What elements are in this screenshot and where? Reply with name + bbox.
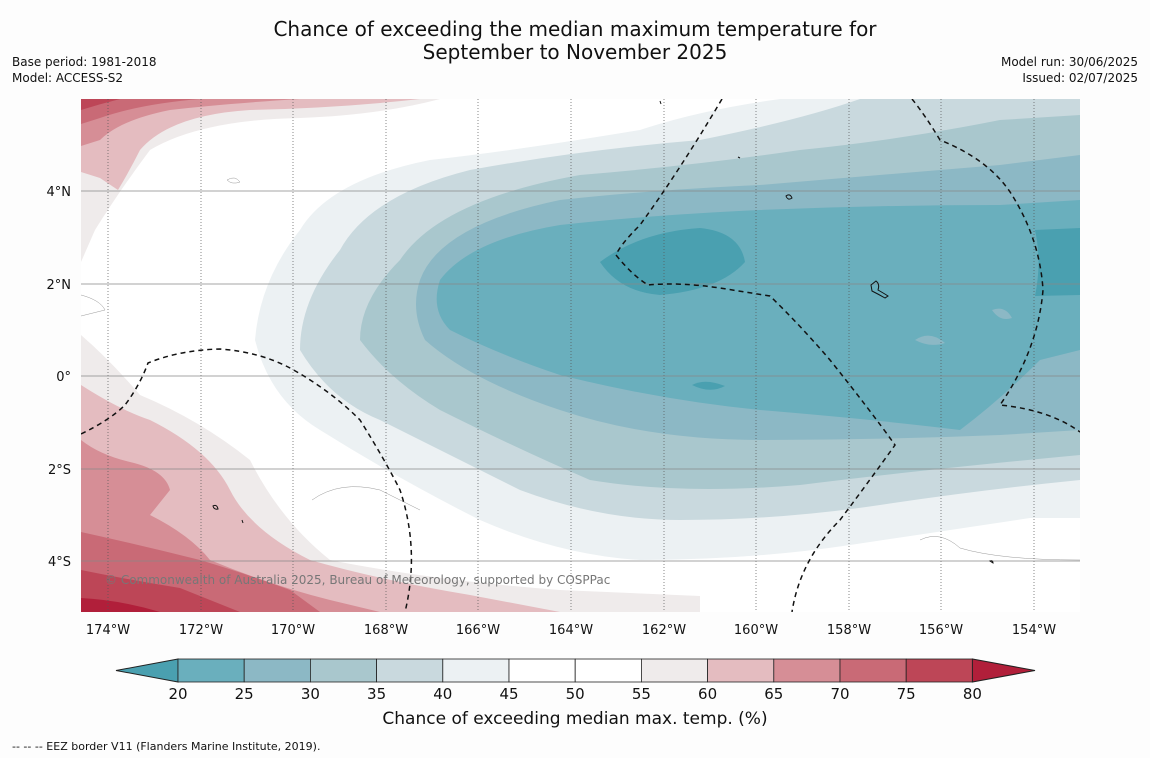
run-info: Model run: 30/06/2025 Issued: 02/07/2025 <box>1001 54 1138 86</box>
contour-line <box>919 536 1080 561</box>
lon-label: 168°W <box>364 623 408 638</box>
probability-field: © Commonwealth of Australia 2025, Bureau… <box>81 99 1080 612</box>
lon-label: 174°W <box>86 623 130 638</box>
contour-line <box>311 486 421 511</box>
warm-south-80 <box>81 570 240 612</box>
lat-label: 4°N <box>47 185 72 200</box>
warm-region-65 <box>81 99 420 190</box>
contour-line <box>81 294 106 317</box>
lon-label: 158°W <box>827 623 871 638</box>
graticule-parallels <box>81 190 1080 562</box>
warm-region-70 <box>81 99 300 146</box>
warm-region-75 <box>81 99 200 124</box>
lon-label: 160°W <box>734 623 778 638</box>
atoll-shape <box>737 156 741 159</box>
colorbar-bin <box>309 658 377 683</box>
colorbar-extend-low <box>115 658 179 683</box>
colorbar-tick-label: 35 <box>367 685 386 703</box>
model-run: Model run: 30/06/2025 <box>1000 55 1138 69</box>
atoll-shape <box>988 560 994 564</box>
base-period: Base period: 1981-2018 <box>12 55 157 69</box>
model-info: Base period: 1981-2018 Model: ACCESS-S2 <box>12 54 157 86</box>
colorbar-bin <box>243 658 311 683</box>
atoll-shape <box>785 194 793 200</box>
colorbar-bin <box>376 658 444 683</box>
colorbar-bin <box>641 658 709 683</box>
colorbar-tick-label: 45 <box>499 685 518 703</box>
colorbar-tick-label: 25 <box>235 685 254 703</box>
colorbar-tick-label: 65 <box>764 685 783 703</box>
lat-label: 0° <box>56 370 71 385</box>
lat-label: 2°S <box>48 463 71 478</box>
atoll-shape <box>870 280 889 299</box>
atoll-shape <box>212 504 219 510</box>
cool-region-20b <box>1035 228 1080 296</box>
colorbar-bin <box>707 658 775 683</box>
longitude-labels: 174°W 172°W 170°W 168°W 166°W 164°W 162°… <box>86 623 1056 638</box>
cool-region-20a <box>600 228 745 295</box>
eez-border-west <box>81 348 413 612</box>
cool-patch-30b <box>992 308 1012 319</box>
eez-border-central <box>615 99 896 612</box>
lat-label: 2°N <box>47 278 72 293</box>
colorbar-bin <box>508 658 576 683</box>
colorbar-tick-label: 20 <box>168 685 187 703</box>
colorbar-tick-label: 75 <box>897 685 916 703</box>
colorbar-tick-label: 50 <box>566 685 585 703</box>
atolls <box>212 100 994 564</box>
colorbar-bin <box>905 658 973 683</box>
colorbar-tick-label: 70 <box>830 685 849 703</box>
cool-region-25 <box>436 200 1080 430</box>
colorbar-tick-label: 80 <box>963 685 982 703</box>
model-name: Model: ACCESS-S2 <box>12 71 124 85</box>
eez-border-east <box>911 99 1080 433</box>
colorbar: 20 25 30 35 40 45 50 55 60 65 70 75 80 <box>115 658 1036 703</box>
colorbar-bin <box>773 658 841 683</box>
lon-label: 156°W <box>919 623 963 638</box>
atoll-shape <box>659 100 662 105</box>
cool-region-20c <box>692 381 725 390</box>
colorbar-tick-label: 60 <box>698 685 717 703</box>
title-line-1: Chance of exceeding the median maximum t… <box>273 17 877 41</box>
copyright-text: © Commonwealth of Australia 2025, Bureau… <box>105 573 610 587</box>
colorbar-tick-label: 55 <box>632 685 651 703</box>
colorbar-bin <box>574 658 642 683</box>
colorbar-tick-label: 30 <box>301 685 320 703</box>
colorbar-bin <box>839 658 907 683</box>
issued-date: Issued: 02/07/2025 <box>1022 71 1138 85</box>
lon-label: 164°W <box>549 623 593 638</box>
colorbar-bin <box>177 658 245 683</box>
colorbar-tick-label: 40 <box>433 685 452 703</box>
lon-label: 166°W <box>456 623 500 638</box>
colorbar-bin <box>442 658 510 683</box>
lon-label: 154°W <box>1012 623 1056 638</box>
eez-footnote: -- -- -- EEZ border V11 (Flanders Marine… <box>12 740 321 753</box>
colorbar-title: Chance of exceeding median max. temp. (%… <box>382 709 768 729</box>
warm-region-80 <box>81 99 120 110</box>
latitude-labels: 4°N 2°N 0° 2°S 4°S <box>47 185 72 570</box>
colorbar-extend-high <box>971 658 1036 683</box>
contour-line <box>226 177 241 184</box>
lon-label: 172°W <box>179 623 223 638</box>
eez-borders <box>81 99 1080 612</box>
lon-label: 162°W <box>642 623 686 638</box>
lon-label: 170°W <box>271 623 315 638</box>
atoll-shape <box>241 519 244 524</box>
map-title: Chance of exceeding the median maximum t… <box>0 18 1150 64</box>
cool-patch-30 <box>915 335 945 345</box>
warm-south-85 <box>81 598 160 612</box>
title-line-2: September to November 2025 <box>422 40 728 64</box>
lat-label: 4°S <box>48 555 71 570</box>
